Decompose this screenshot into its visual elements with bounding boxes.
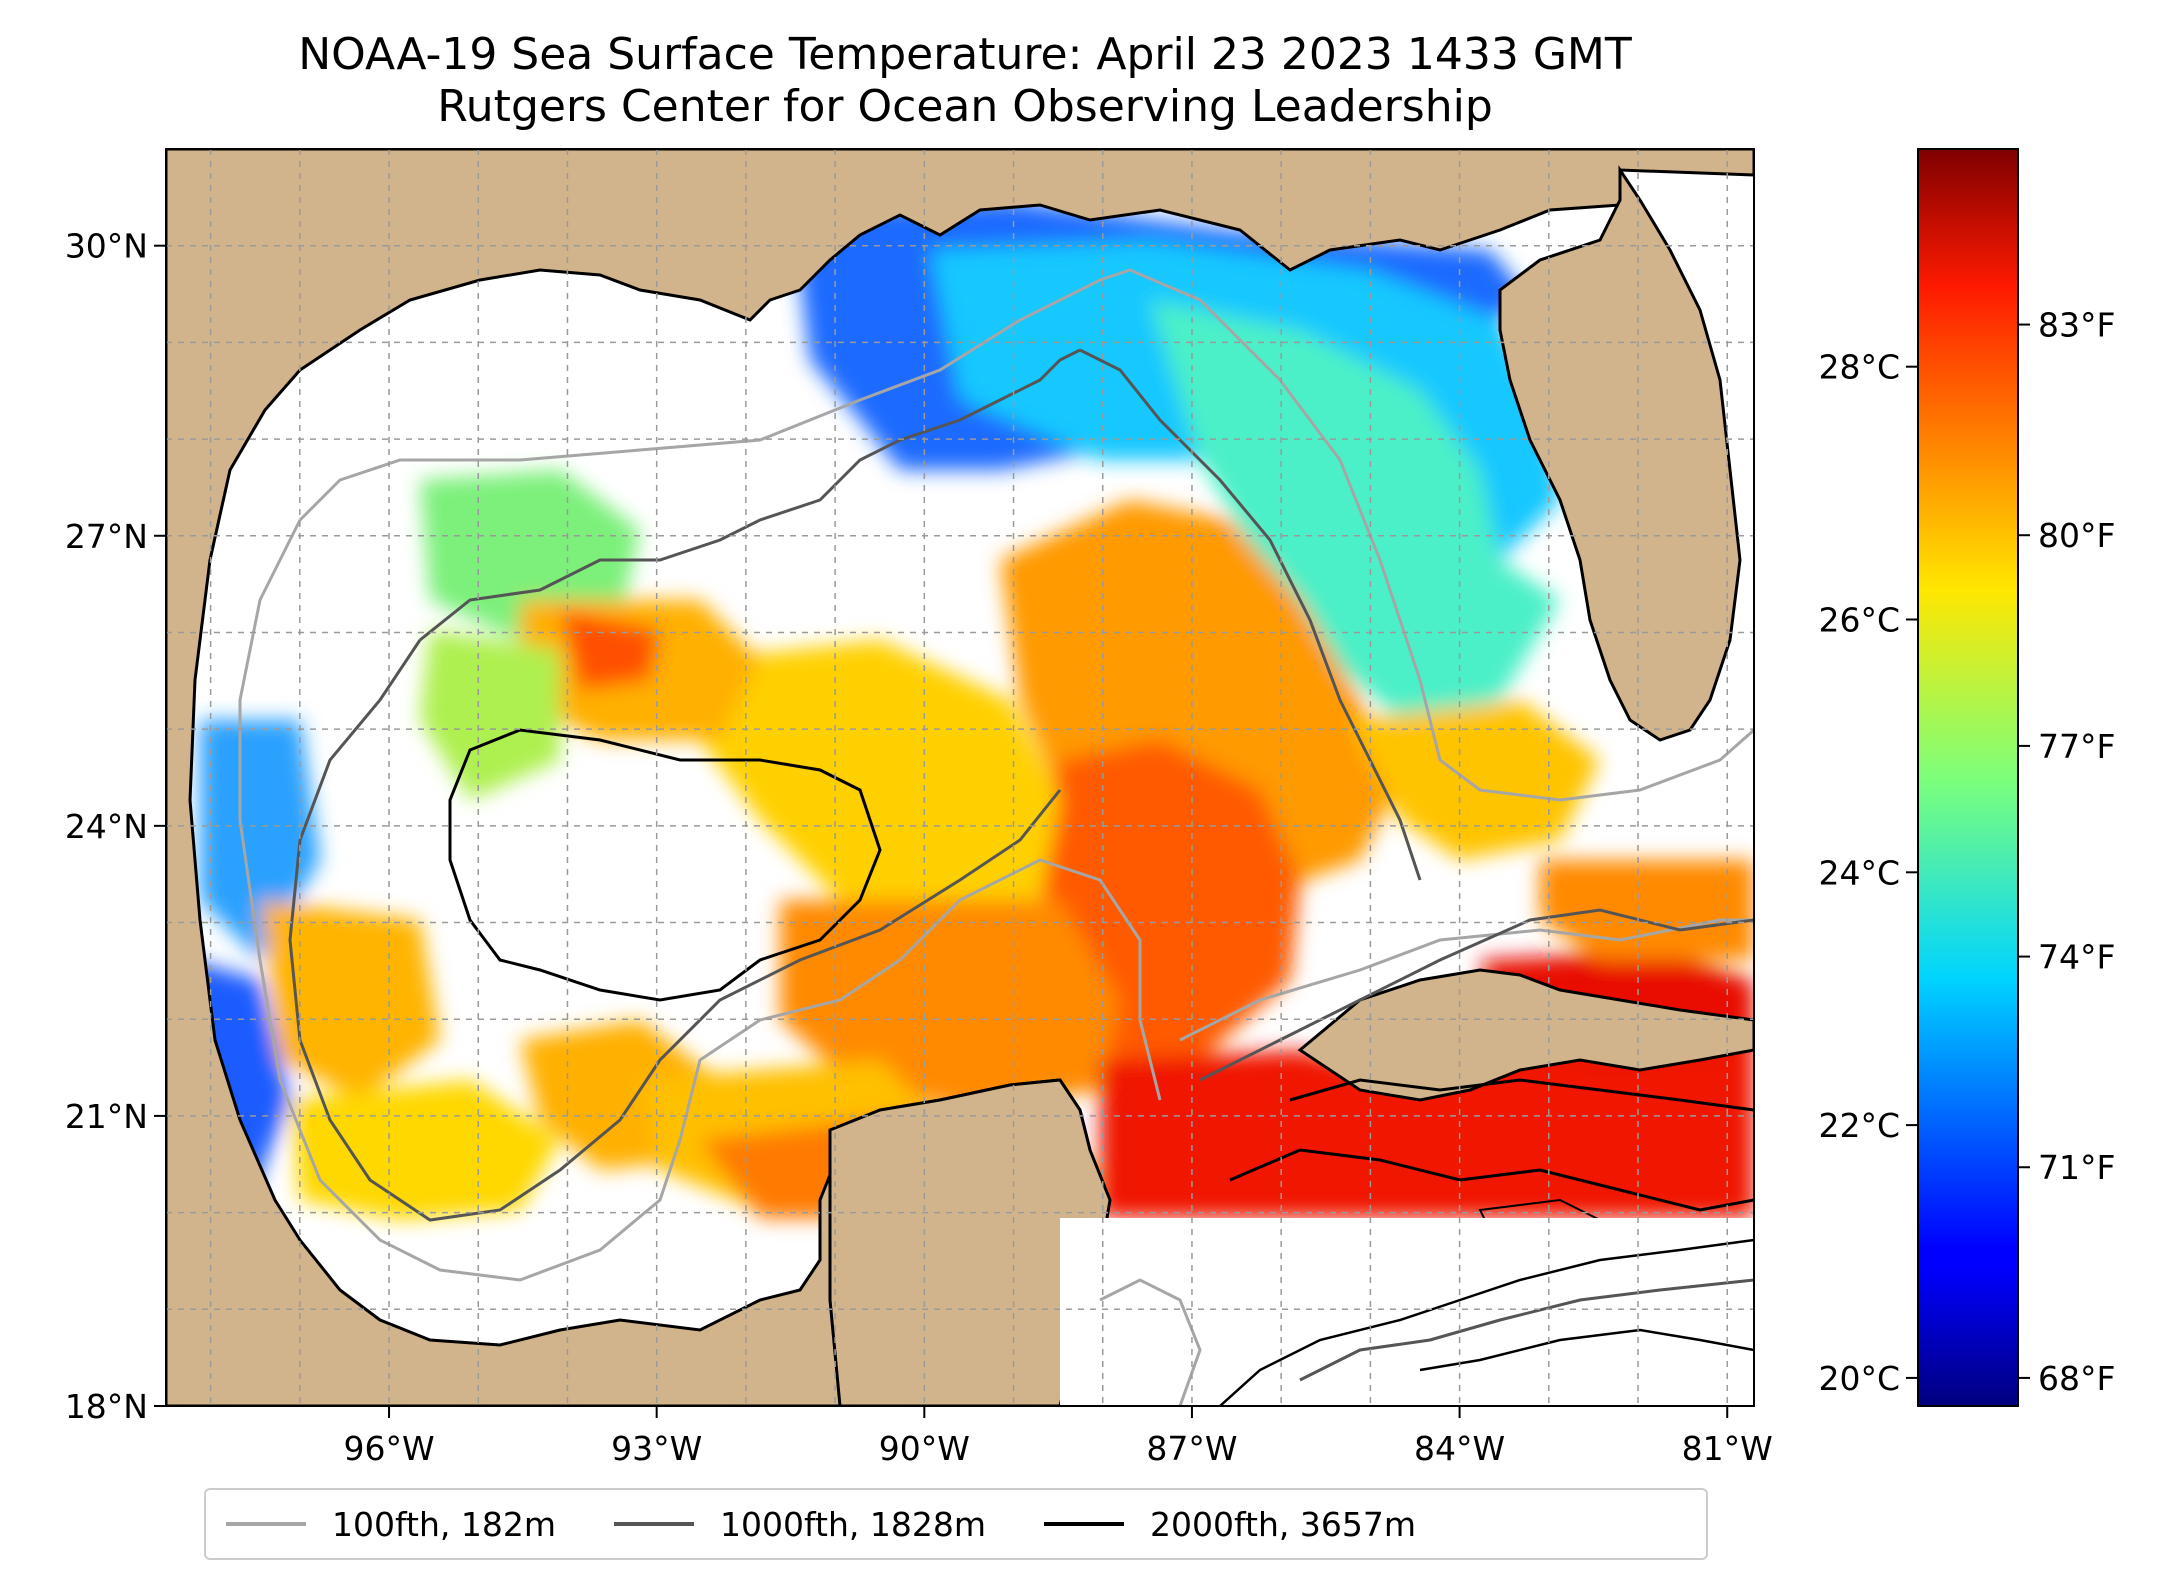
lon-tick-label: 84°W <box>1414 1429 1505 1468</box>
legend-swatch-1000fth <box>614 1522 694 1526</box>
lon-tick-label: 87°W <box>1146 1429 1237 1468</box>
lat-tick-label: 21°N <box>65 1097 148 1136</box>
celsius-tick-label: 20°C <box>1818 1359 1900 1398</box>
celsius-tick-label: 22°C <box>1818 1106 1900 1145</box>
map-frame <box>165 148 1755 1407</box>
legend-swatch-2000fth <box>1043 1522 1124 1526</box>
map-subtitle: Rutgers Center for Ocean Observing Leade… <box>437 81 1493 132</box>
colorbar-fahrenheit-axis: 68°F 71°F 74°F 77°F 80°F 83°F <box>2018 306 2115 1398</box>
legend-label-100fth: 100fth, 182m <box>332 1504 556 1544</box>
lat-tick-label: 24°N <box>65 807 148 846</box>
lat-tick-label: 27°N <box>65 517 148 556</box>
colorbar-celsius-axis: 20°C 22°C 24°C 26°C 28°C <box>1818 348 1918 1398</box>
legend-label-2000fth: 2000fth, 3657m <box>1149 1504 1416 1544</box>
colorbar: 20°C 22°C 24°C 26°C 28°C 68°F 71°F 74°F 77°F 80°… <box>1818 148 2115 1407</box>
contour-legend: 100fth, 182m 1000fth, 1828m 2000fth, 365… <box>204 1488 1708 1560</box>
gridlines <box>166 149 1754 1406</box>
lon-tick-label: 96°W <box>343 1429 434 1468</box>
celsius-tick-label: 28°C <box>1818 348 1900 387</box>
longitude-axis: 96°W 93°W 90°W 87°W 84°W 81°W <box>343 1406 1773 1468</box>
no-data-strip <box>1060 1218 1754 1406</box>
fahrenheit-tick-label: 77°F <box>2038 727 2115 766</box>
fahrenheit-tick-label: 80°F <box>2038 516 2115 555</box>
lat-tick-label: 30°N <box>65 227 148 266</box>
fahrenheit-tick-label: 74°F <box>2038 938 2115 977</box>
legend-item-1000fth: 1000fth, 1828m <box>614 1505 986 1544</box>
colorbar-frame <box>1917 148 2019 1407</box>
lon-tick-label: 90°W <box>879 1429 970 1468</box>
map-title: NOAA-19 Sea Surface Temperature: April 2… <box>298 29 1632 80</box>
bathymetry-contours <box>238 268 1754 1282</box>
map-area <box>166 149 1754 1406</box>
fahrenheit-tick-label: 71°F <box>2038 1148 2115 1187</box>
lat-tick-label: 18°N <box>65 1387 148 1426</box>
lon-tick-label: 93°W <box>611 1429 702 1468</box>
fahrenheit-tick-label: 68°F <box>2038 1359 2115 1398</box>
fahrenheit-tick-label: 83°F <box>2038 306 2115 345</box>
colorbar-gradient <box>1918 149 2018 1406</box>
land <box>166 149 1754 1406</box>
legend-item-100fth: 100fth, 182m <box>226 1505 556 1544</box>
celsius-tick-label: 26°C <box>1818 600 1900 639</box>
legend-item-2000fth: 2000fth, 3657m <box>1043 1504 1416 1544</box>
legend-swatch-100fth <box>226 1522 306 1526</box>
bathymetry-contours-south <box>1099 1238 1754 1406</box>
legend-label-1000fth: 1000fth, 1828m <box>720 1504 986 1544</box>
celsius-tick-label: 24°C <box>1818 853 1900 892</box>
lon-tick-label: 81°W <box>1682 1429 1773 1468</box>
latitude-axis: 18°N 21°N 24°N 27°N 30°N <box>65 227 166 1426</box>
